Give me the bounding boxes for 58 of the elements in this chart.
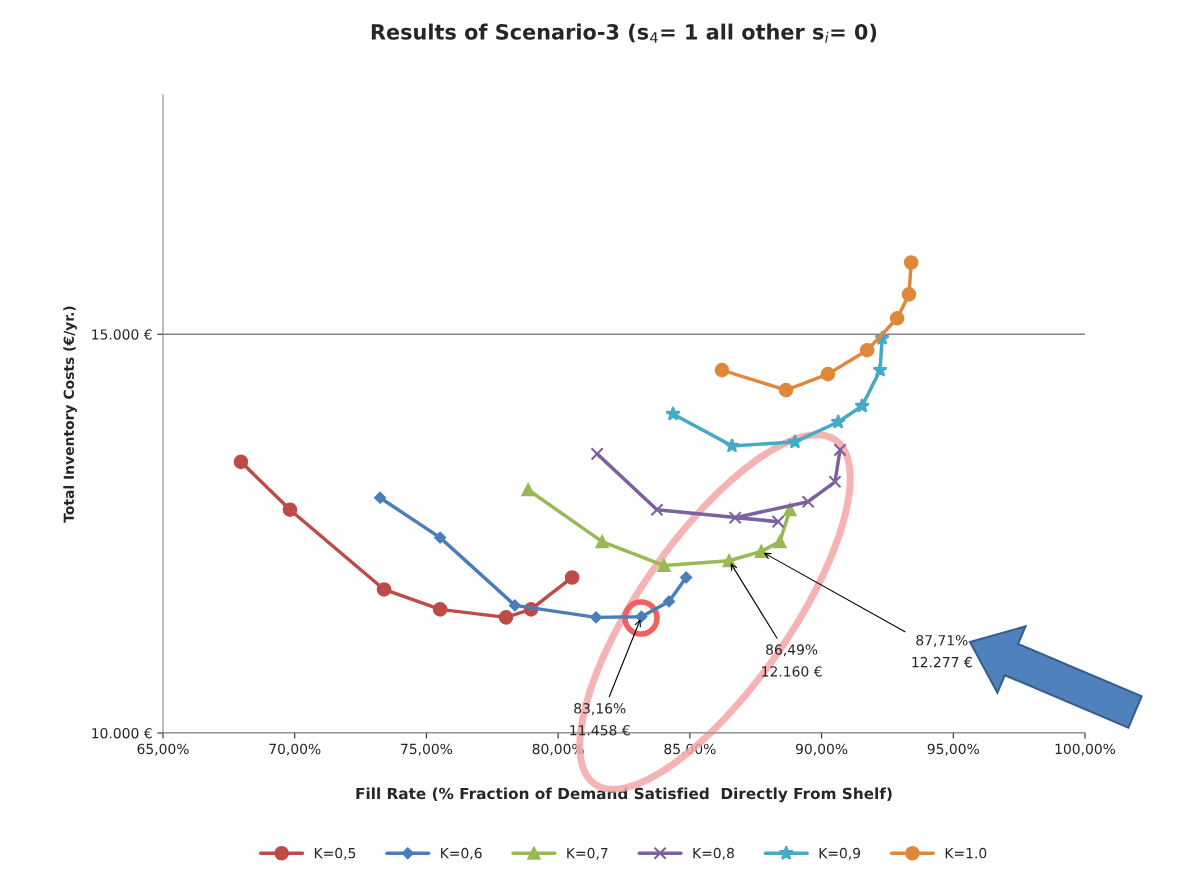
legend-label: K=1.0 [945,847,987,859]
point [901,287,917,302]
point [233,454,249,470]
x-tick-label: 75,00% [401,743,453,756]
point [778,382,794,398]
annotation: 83,16% 11.458 € [570,703,630,736]
legend-label: K=0,7 [567,847,608,860]
point [282,502,298,517]
point [564,570,580,585]
point [854,398,870,413]
point [498,610,514,625]
x-tick-label: 100,00% [1055,743,1116,756]
legend-label: K=0,5 [314,847,356,860]
point [432,602,448,617]
point [820,366,836,382]
x-tick-label: 95,00% [927,743,979,756]
point [590,447,604,461]
point [872,362,888,377]
annotation: 86,49% 12.160 € [762,644,822,677]
point [833,443,847,457]
point [665,406,681,421]
x-tick-label: 90,00% [795,743,848,756]
point [830,413,846,429]
y-tick-label: 10.000 € [92,727,152,739]
y-tick-label: 15.000 € [92,329,152,340]
point [754,544,768,559]
point [828,475,842,489]
point [434,531,447,544]
chart-title: Results of Scenario-3 (s$_{4}$= 1 all other s$_{i}$= 0) [371,23,877,43]
point [714,362,730,378]
x-tick-label: 85,00% [664,743,716,756]
point [376,582,392,597]
point [787,433,803,449]
x-tick-label: 65,00% [137,743,189,756]
point [650,503,664,517]
point [889,311,905,326]
point [773,535,787,549]
point [903,255,919,270]
point [374,491,387,504]
point [657,558,671,573]
point [859,342,875,358]
annotation: 87,71% 12.277 € [912,634,972,668]
legend-label: K=0,8 [693,847,734,860]
x-axis-title: Fill Rate (% Fraction of Demand Satisfied Directly From Shelf) [356,787,892,803]
point [521,483,535,497]
point [801,495,815,509]
x-tick-label: 70,00% [269,743,321,756]
legend-label: K=0,6 [441,847,482,860]
point [595,535,609,549]
point [771,515,785,529]
legend-label: K=0,9 [819,847,861,860]
point [663,595,675,608]
point [680,571,693,584]
point [508,599,521,612]
point [728,511,742,525]
point [724,437,740,453]
y-axis-title: Total Inventory Costs (€/yr.) [63,306,77,523]
x-tick-label: 80,00% [532,743,584,756]
